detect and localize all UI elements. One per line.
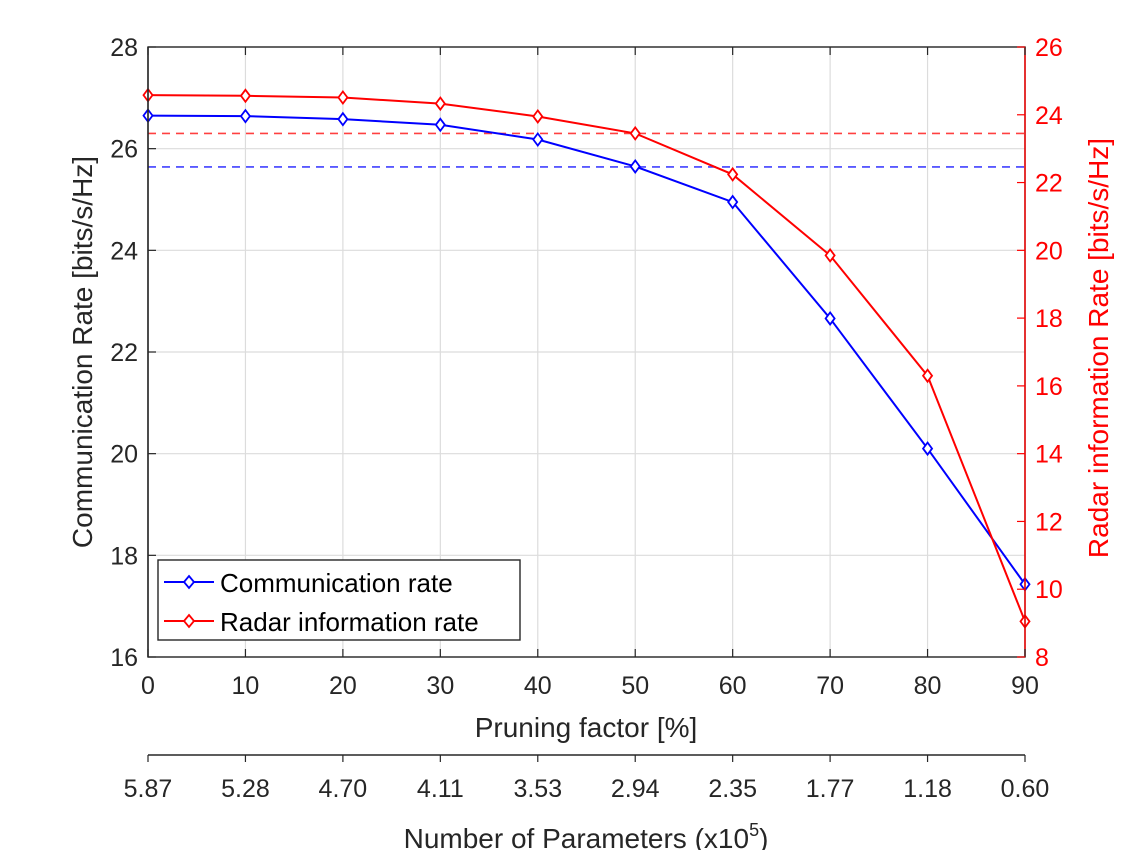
secondary-x-axis-label-end: )	[759, 823, 768, 850]
y-tick-label-left: 26	[110, 136, 138, 164]
radar-information-rate-point	[921, 368, 934, 384]
x-tick-label: 80	[914, 672, 942, 700]
legend-comm-label: Communication rate	[220, 568, 453, 598]
secondary-x-tick-label: 1.77	[806, 775, 855, 803]
y-tick-label-right: 26	[1035, 34, 1063, 62]
secondary-x-axis-label: Number of Parameters (x105)	[404, 820, 769, 850]
legend: Communication rate Radar information rat…	[157, 559, 521, 641]
secondary-x-axis-label-exponent: 5	[749, 820, 759, 840]
secondary-x-tick-label: 4.11	[417, 775, 464, 803]
y-axis-left-label: Communication Rate [bits/s/Hz]	[67, 156, 98, 548]
y-tick-label-right: 18	[1035, 305, 1063, 333]
communication-rate-point	[337, 111, 349, 127]
secondary-x-tick-label: 2.94	[611, 775, 660, 803]
secondary-x-tick-label: 4.70	[319, 775, 368, 803]
y-axis-right-label: Radar information Rate [bits/s/Hz]	[1083, 138, 1114, 558]
communication-rate-point	[532, 132, 544, 148]
radar-information-rate-point	[239, 88, 252, 104]
radar-information-rate-point	[532, 108, 544, 124]
communication-rate-line	[147, 114, 1026, 585]
secondary-x-tick-label: 5.87	[124, 775, 173, 803]
data-series	[142, 87, 1031, 629]
x-tick-label: 40	[524, 672, 552, 700]
x-tick-label: 60	[719, 672, 747, 700]
y-tick-label-left: 22	[110, 339, 138, 367]
communication-rate-point	[434, 117, 446, 133]
radar-information-rate-point	[824, 247, 836, 263]
y-tick-label-right: 10	[1035, 576, 1063, 604]
y-tick-label-right: 20	[1035, 237, 1063, 265]
radar-information-rate-line	[147, 94, 1026, 622]
y-tick-label-right: 8	[1035, 644, 1049, 672]
legend-box	[157, 559, 521, 641]
communication-rate-point	[239, 108, 252, 124]
secondary-x-tick-label: 1.18	[903, 775, 952, 803]
secondary-x-tick-label: 3.53	[513, 775, 562, 803]
radar-information-rate-point	[337, 89, 349, 105]
y-tick-label-right: 16	[1035, 373, 1063, 401]
legend-radar-marker	[182, 613, 196, 629]
x-tick-label: 90	[1011, 672, 1039, 700]
communication-rate-point	[921, 441, 934, 457]
x-tick-label: 0	[141, 672, 155, 700]
communication-rate-point	[824, 310, 836, 326]
x-tick-label: 70	[816, 672, 844, 700]
y-tick-label-right: 12	[1035, 508, 1063, 536]
x-tick-label: 20	[329, 672, 357, 700]
radar-information-rate-point	[727, 166, 739, 182]
axis-ticks: 0 10 20 30 40 50 60 70 80 90 16 18 20 22 24 26 28 8 10 12 14…	[110, 34, 1063, 700]
secondary-x-tick-label: 2.35	[708, 775, 757, 803]
y-tick-label-right: 14	[1035, 441, 1063, 469]
x-axis-label: Pruning factor [%]	[475, 712, 698, 743]
secondary-x-tick-label: 5.28	[221, 775, 270, 803]
radar-information-rate-point	[434, 96, 446, 112]
y-tick-label-left: 18	[110, 542, 138, 570]
reference-lines	[148, 132, 1025, 168]
legend-comm-marker	[182, 574, 196, 590]
x-tick-label: 50	[621, 672, 649, 700]
y-tick-label-left: 24	[110, 237, 138, 265]
legend-radar-label: Radar information rate	[220, 607, 479, 637]
y-tick-label-right: 22	[1035, 170, 1063, 198]
radar-information-rate-point	[629, 125, 641, 141]
y-tick-label-right: 24	[1035, 102, 1063, 130]
communication-rate-point	[629, 158, 641, 174]
x-tick-label: 10	[232, 672, 260, 700]
y-tick-label-left: 20	[110, 441, 138, 469]
y-tick-label-left: 16	[110, 644, 138, 672]
secondary-x-tick-label: 0.60	[1001, 775, 1050, 803]
secondary-x-axis: 5.87 5.28 4.70 4.11 3.53 2.94 2.35 1.77 1.18 0.60	[124, 755, 1050, 803]
x-tick-label: 30	[426, 672, 454, 700]
y-tick-label-left: 28	[110, 34, 138, 62]
communication-rate-point	[727, 194, 739, 210]
